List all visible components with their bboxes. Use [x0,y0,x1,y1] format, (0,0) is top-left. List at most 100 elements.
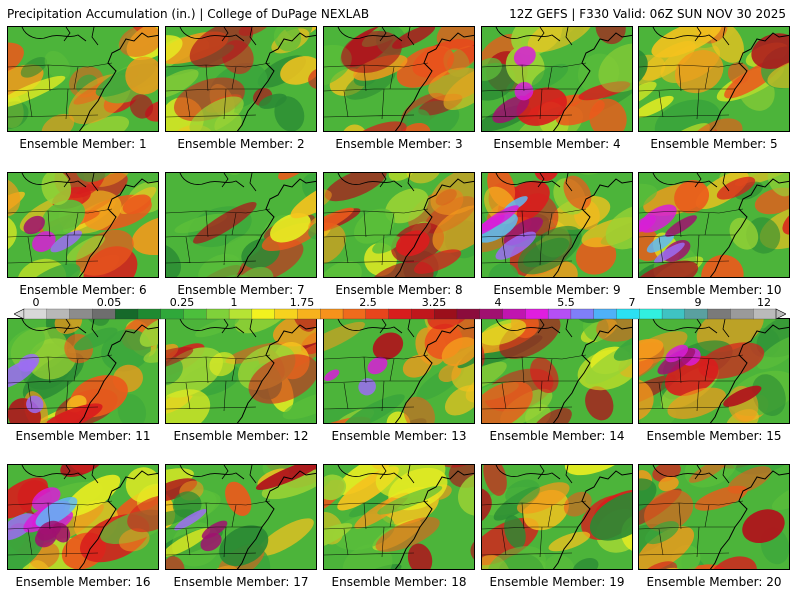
ensemble-member-panel: Ensemble Member: 7 [165,172,317,297]
member-caption: Ensemble Member: 6 [19,283,147,297]
precip-map [638,464,790,570]
colorbar-swatch [342,308,367,320]
colorbar-swatch [753,308,777,320]
member-caption: Ensemble Member: 20 [646,575,782,589]
precip-map [481,26,633,132]
colorbar-tick-label: 5.5 [557,296,575,309]
colorbar-swatch [616,308,640,320]
colorbar-tick-label: 1 [230,296,238,309]
ensemble-member-panel: Ensemble Member: 1 [7,26,159,151]
member-caption: Ensemble Member: 2 [177,137,305,151]
colorbar-tick-label: 1.75 [289,296,315,309]
colorbar-swatch [502,308,526,320]
ensemble-member-panel: Ensemble Member: 11 [7,318,159,443]
precip-map [323,26,475,132]
valid-time: 12Z GEFS | F330 Valid: 06Z SUN NOV 30 20… [509,7,786,21]
member-caption: Ensemble Member: 15 [646,429,782,443]
colorbar-swatch [639,308,663,320]
member-caption: Ensemble Member: 12 [173,429,309,443]
colorbar-swatch [456,308,481,320]
colorbar-scale [14,308,786,320]
ensemble-member-panel: Ensemble Member: 3 [323,26,475,151]
precip-map [481,318,633,424]
product-title: Precipitation Accumulation (in.) | Colle… [7,7,370,21]
colorbar-swatch [547,308,572,320]
colorbar-swatch [593,308,617,320]
member-caption: Ensemble Member: 11 [15,429,151,443]
colorbar-swatch [115,308,139,320]
precip-map [638,26,790,132]
ensemble-member-panel: Ensemble Member: 14 [481,318,633,443]
precip-map [638,318,790,424]
colorbar-swatch [707,308,731,320]
precip-map [165,172,317,278]
precip-map [481,172,633,278]
member-caption: Ensemble Member: 19 [489,575,625,589]
colorbar-tick-label: 3.25 [421,296,447,309]
colorbar-swatch [365,308,390,320]
colorbar-swatch [297,308,321,320]
colorbar-swatch [730,308,754,320]
colorbar-tick-label: 0.05 [96,296,122,309]
member-caption: Ensemble Member: 1 [19,137,147,151]
colorbar-swatch [388,308,412,320]
member-caption: Ensemble Member: 4 [493,137,621,151]
ensemble-member-panel: Ensemble Member: 20 [638,464,790,589]
colorbar-tick-label: 2.5 [359,296,377,309]
precip-map [7,26,159,132]
colorbar-swatch [251,308,276,320]
colorbar-swatch [570,308,595,320]
precip-map [323,172,475,278]
member-caption: Ensemble Member: 8 [335,283,463,297]
member-caption: Ensemble Member: 5 [650,137,778,151]
colorbar-min-arrow [14,308,25,320]
precip-map [323,464,475,570]
precip-map [7,318,159,424]
colorbar-labels: 0 0.05 0.25 1 1.75 2.5 3.25 4 5.5 7 9 12 [14,296,786,309]
ensemble-member-panel: Ensemble Member: 18 [323,464,475,589]
ensemble-member-panel: Ensemble Member: 9 [481,172,633,297]
ensemble-member-panel: Ensemble Member: 12 [165,318,317,443]
colorbar-tick-label: 0.25 [169,296,195,309]
ensemble-member-panel: Ensemble Member: 17 [165,464,317,589]
ensemble-member-panel: Ensemble Member: 19 [481,464,633,589]
member-caption: Ensemble Member: 10 [646,283,782,297]
ensemble-member-panel: Ensemble Member: 2 [165,26,317,151]
ensemble-member-panel: Ensemble Member: 5 [638,26,790,151]
precip-map [481,464,633,570]
colorbar-tick-label: 7 [628,296,636,309]
colorbar-swatch [228,308,253,320]
colorbar-swatch [479,308,504,320]
member-caption: Ensemble Member: 13 [331,429,467,443]
colorbar-swatch [661,308,686,320]
colorbar-swatch [525,308,549,320]
colorbar-swatch [160,308,184,320]
colorbar-tick-label: 9 [694,296,702,309]
colorbar-tick-label: 4 [494,296,502,309]
colorbar-tick-label: 0 [32,296,40,309]
member-caption: Ensemble Member: 17 [173,575,309,589]
precip-map [638,172,790,278]
ensemble-member-panel: Ensemble Member: 16 [7,464,159,589]
ensemble-member-panel: Ensemble Member: 8 [323,172,475,297]
colorbar-swatch [684,308,709,320]
colorbar-swatch [69,308,93,320]
precip-map [7,172,159,278]
colorbar-swatch [23,308,48,320]
ensemble-member-panel: Ensemble Member: 15 [638,318,790,443]
member-caption: Ensemble Member: 14 [489,429,625,443]
member-caption: Ensemble Member: 18 [331,575,467,589]
precip-map [165,26,317,132]
colorbar-tick-label: 12 [757,296,771,309]
colorbar-swatch [434,308,458,320]
ensemble-member-panel: Ensemble Member: 6 [7,172,159,297]
colorbar-swatch [137,308,162,320]
colorbar-swatch [183,308,207,320]
precip-map [7,464,159,570]
member-caption: Ensemble Member: 7 [177,283,305,297]
colorbar-swatch [92,308,116,320]
precip-colorbar: 0 0.05 0.25 1 1.75 2.5 3.25 4 5.5 7 9 12 [14,296,786,320]
colorbar-swatch [274,308,298,320]
colorbar-swatch [320,308,344,320]
ensemble-member-panel: Ensemble Member: 13 [323,318,475,443]
